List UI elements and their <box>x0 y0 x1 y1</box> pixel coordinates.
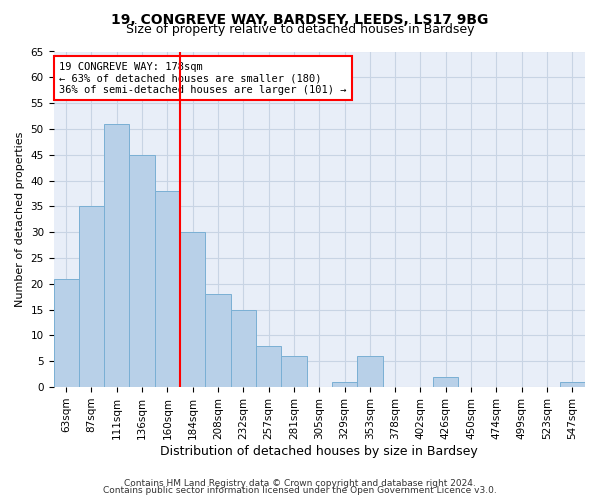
Bar <box>230 310 256 387</box>
Text: 19, CONGREVE WAY, BARDSEY, LEEDS, LS17 9BG: 19, CONGREVE WAY, BARDSEY, LEEDS, LS17 9… <box>112 12 488 26</box>
Text: Size of property relative to detached houses in Bardsey: Size of property relative to detached ho… <box>126 22 474 36</box>
Bar <box>332 382 357 387</box>
Text: Contains public sector information licensed under the Open Government Licence v3: Contains public sector information licen… <box>103 486 497 495</box>
Text: Contains HM Land Registry data © Crown copyright and database right 2024.: Contains HM Land Registry data © Crown c… <box>124 478 476 488</box>
Text: 19 CONGREVE WAY: 178sqm
← 63% of detached houses are smaller (180)
36% of semi-d: 19 CONGREVE WAY: 178sqm ← 63% of detache… <box>59 62 346 95</box>
Bar <box>560 382 585 387</box>
Bar <box>180 232 205 387</box>
Bar <box>256 346 281 387</box>
X-axis label: Distribution of detached houses by size in Bardsey: Distribution of detached houses by size … <box>160 444 478 458</box>
Bar <box>357 356 383 387</box>
Bar <box>79 206 104 387</box>
Bar <box>433 377 458 387</box>
Bar <box>130 155 155 387</box>
Y-axis label: Number of detached properties: Number of detached properties <box>15 132 25 307</box>
Bar <box>205 294 230 387</box>
Bar <box>281 356 307 387</box>
Bar <box>155 191 180 387</box>
Bar <box>104 124 130 387</box>
Bar <box>53 278 79 387</box>
